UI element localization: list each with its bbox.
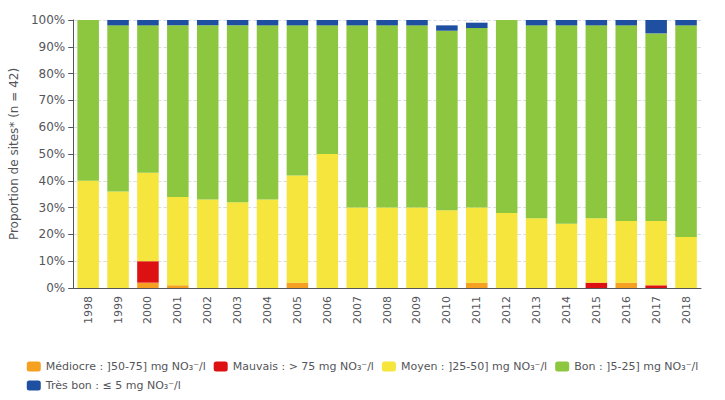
svg-text:2007: 2007: [351, 296, 364, 324]
svg-text:Proportion de sites* (n = 42): Proportion de sites* (n = 42): [7, 68, 21, 240]
svg-text:2010: 2010: [440, 296, 453, 324]
svg-text:50%: 50%: [39, 147, 66, 161]
svg-text:2004: 2004: [261, 296, 274, 324]
svg-text:2000: 2000: [141, 296, 154, 324]
svg-text:2016: 2016: [620, 296, 633, 324]
svg-text:Moyen : ]25-50] mg NO₃⁻/l: Moyen : ]25-50] mg NO₃⁻/l: [401, 360, 547, 373]
svg-text:2014: 2014: [560, 296, 573, 324]
svg-text:2013: 2013: [530, 296, 543, 324]
svg-text:2002: 2002: [201, 296, 214, 324]
svg-text:2015: 2015: [590, 296, 603, 324]
svg-text:2001: 2001: [171, 296, 184, 324]
svg-text:30%: 30%: [39, 201, 66, 215]
svg-text:10%: 10%: [39, 254, 66, 268]
svg-text:0%: 0%: [46, 281, 65, 295]
svg-text:90%: 90%: [39, 40, 66, 54]
svg-text:2005: 2005: [291, 296, 304, 324]
svg-text:2009: 2009: [410, 296, 423, 324]
svg-text:2017: 2017: [650, 296, 663, 324]
svg-text:1998: 1998: [82, 296, 95, 324]
svg-text:Très bon : ≤ 5 mg NO₃⁻/l: Très bon : ≤ 5 mg NO₃⁻/l: [45, 379, 181, 392]
svg-text:60%: 60%: [39, 120, 66, 134]
svg-text:20%: 20%: [39, 227, 66, 241]
svg-text:Mauvais : > 75 mg NO₃⁻/l: Mauvais : > 75 mg NO₃⁻/l: [233, 360, 374, 373]
svg-text:100%: 100%: [31, 13, 65, 27]
svg-text:2006: 2006: [321, 296, 334, 324]
svg-text:1999: 1999: [112, 296, 125, 324]
svg-text:40%: 40%: [39, 174, 66, 188]
svg-text:2008: 2008: [381, 296, 394, 324]
svg-text:2018: 2018: [680, 296, 693, 324]
svg-text:2011: 2011: [470, 296, 483, 324]
svg-text:2003: 2003: [231, 296, 244, 324]
svg-text:Médiocre : ]50-75] mg NO₃⁻/l: Médiocre : ]50-75] mg NO₃⁻/l: [46, 360, 206, 373]
svg-text:70%: 70%: [39, 93, 66, 107]
svg-text:2012: 2012: [500, 296, 513, 324]
svg-text:80%: 80%: [39, 67, 66, 81]
svg-text:Bon : ]5-25] mg NO₃⁻/l: Bon : ]5-25] mg NO₃⁻/l: [574, 360, 698, 373]
